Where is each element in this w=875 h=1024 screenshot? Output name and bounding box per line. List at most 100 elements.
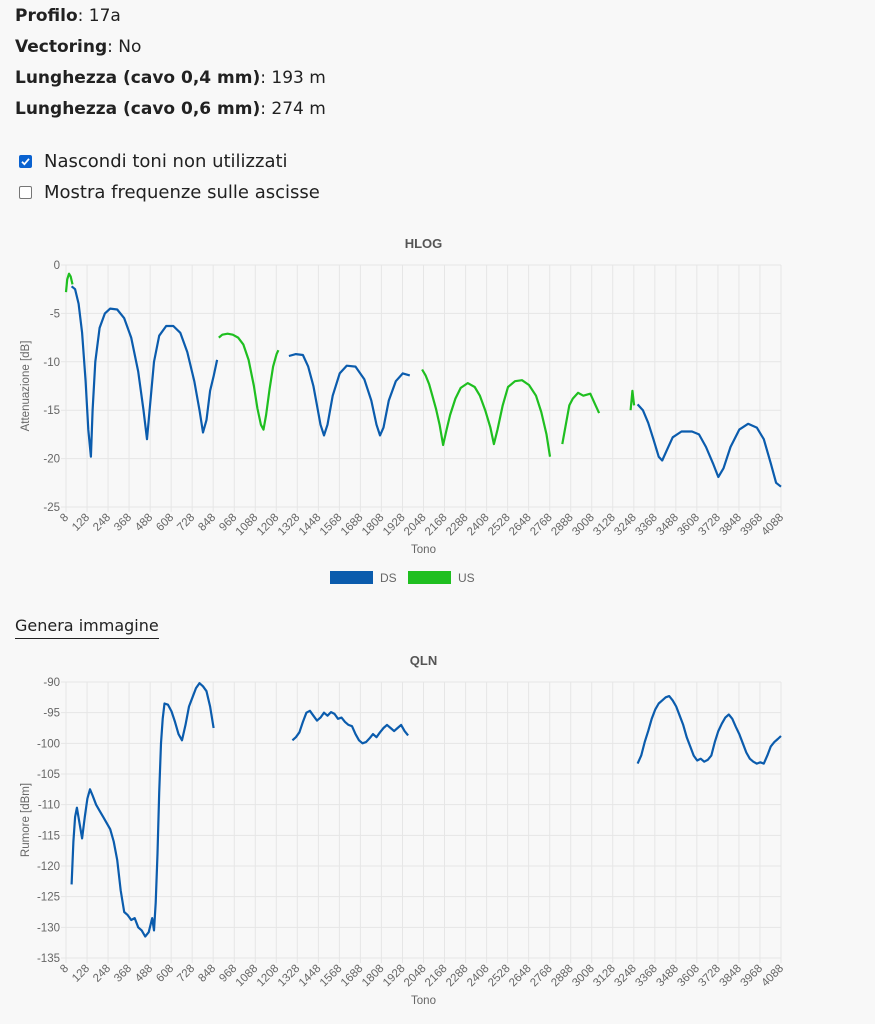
y-tick-label: -125: [37, 892, 60, 904]
x-tick-label: 1448: [297, 963, 324, 990]
x-tick-label: 2648: [507, 512, 534, 539]
legend-swatch-ds: [330, 571, 373, 584]
x-tick-label: 488: [133, 512, 155, 534]
series-line-ds: [70, 285, 219, 458]
x-tick-label: 3608: [675, 963, 702, 990]
legend-label-us: US: [458, 571, 475, 585]
x-tick-label: 488: [133, 963, 155, 985]
show-frequencies-checkbox[interactable]: [19, 186, 32, 199]
x-tick-label: 2528: [486, 963, 513, 990]
x-tick-label: 248: [91, 963, 113, 985]
x-tick-label: 2168: [423, 963, 450, 990]
y-tick-label: -25: [43, 502, 60, 514]
y-tick-label: -95: [43, 708, 60, 720]
show-frequencies-label: Mostra frequenze sulle ascisse: [44, 182, 320, 203]
x-tick-label: 4088: [760, 963, 787, 990]
x-tick-label: 3128: [591, 963, 618, 990]
x-tick-label: 3608: [675, 512, 702, 539]
x-tick-label: 8: [58, 963, 71, 976]
x-tick-label: 1688: [339, 512, 366, 539]
length-04-value: : 193 m: [260, 68, 326, 88]
y-tick-label: -5: [50, 308, 60, 320]
x-tick-label: 3368: [633, 512, 660, 539]
length-06-value: : 274 m: [260, 99, 326, 119]
series-line-ds: [636, 403, 782, 488]
x-tick-label: 2048: [402, 963, 429, 990]
x-tick-label: 3488: [654, 512, 681, 539]
y-tick-label: -10: [43, 357, 60, 369]
hide-unused-tones-label: Nascondi toni non utilizzati: [44, 151, 288, 172]
generate-image-button[interactable]: Genera immagine: [15, 616, 159, 639]
series-line-us: [64, 272, 74, 293]
x-tick-label: 3848: [717, 963, 744, 990]
x-tick-label: 2288: [444, 963, 471, 990]
x-tick-label: 3728: [696, 512, 723, 539]
show-frequencies-option[interactable]: Mostra frequenze sulle ascisse: [19, 177, 320, 208]
x-axis-label: Tono: [411, 544, 436, 556]
x-tick-label: 1568: [318, 512, 345, 539]
x-tick-label: 1928: [381, 512, 408, 539]
x-tick-label: 728: [175, 963, 197, 985]
x-tick-label: 2408: [465, 512, 492, 539]
x-tick-label: 3968: [739, 512, 766, 539]
profile-label: Profilo: [15, 6, 78, 26]
y-tick-label: -120: [37, 861, 60, 873]
x-tick-label: 1568: [318, 963, 345, 990]
x-tick-label: 8: [58, 512, 71, 525]
length-06-label: Lunghezza (cavo 0,6 mm): [15, 99, 261, 119]
x-tick-label: 2888: [549, 512, 576, 539]
y-tick-label: -130: [37, 922, 60, 934]
x-tick-label: 1208: [255, 963, 282, 990]
x-tick-label: 1328: [276, 963, 303, 990]
x-tick-label: 848: [196, 963, 218, 985]
x-axis-label: Tono: [411, 995, 436, 1007]
hide-unused-tones-option[interactable]: Nascondi toni non utilizzati: [19, 146, 320, 177]
y-tick-label: -100: [37, 738, 60, 750]
x-tick-label: 608: [154, 512, 176, 534]
x-tick-label: 368: [112, 963, 134, 985]
hlog-chart: HLOG 0 -5 -10 -15 -20 -25812824836848860872884…: [20, 236, 787, 585]
profile-row: Profilo: 17a: [15, 1, 326, 32]
series-line-us: [218, 332, 280, 431]
x-tick-label: 1208: [255, 512, 282, 539]
x-tick-label: 2528: [486, 512, 513, 539]
x-tick-label: 2048: [402, 512, 429, 539]
y-axis-label: Attenuazione [dB]: [20, 341, 32, 432]
qln-chart: QLN -90 -95 -100 -105 -110 -115 -120 -125 -130 -13…: [20, 653, 787, 1007]
series-line-us: [421, 368, 552, 457]
legend-swatch-us: [408, 571, 451, 584]
x-tick-label: 848: [196, 512, 218, 534]
x-tick-label: 4088: [760, 512, 787, 539]
y-tick-label: -135: [37, 953, 60, 965]
x-tick-label: 2288: [444, 512, 471, 539]
x-tick-label: 1688: [339, 963, 366, 990]
x-tick-label: 1808: [360, 963, 387, 990]
y-tick-label: -90: [43, 677, 60, 689]
y-axis-label: Rumore [dBm]: [20, 783, 32, 857]
hide-unused-tones-checkbox[interactable]: [19, 155, 32, 168]
y-tick-label: -105: [37, 769, 60, 781]
series-line-ds: [291, 709, 409, 745]
x-tick-label: 728: [175, 512, 197, 534]
length-04-label: Lunghezza (cavo 0,4 mm): [15, 68, 261, 88]
x-tick-label: 2168: [423, 512, 450, 539]
x-tick-label: 128: [70, 963, 92, 985]
vectoring-value: : No: [107, 37, 142, 57]
series-line-ds: [70, 682, 215, 938]
y-tick-label: -15: [43, 405, 60, 417]
x-tick-label: 1088: [234, 963, 261, 990]
vectoring-label: Vectoring: [15, 37, 108, 57]
x-tick-label: 2648: [507, 963, 534, 990]
chart-title: QLN: [410, 653, 437, 668]
checkmark-icon: [21, 158, 30, 166]
y-tick-label: -110: [38, 800, 60, 812]
x-tick-label: 1088: [234, 512, 261, 539]
legend-label-ds: DS: [380, 571, 397, 585]
series-line-us: [629, 389, 636, 411]
x-tick-label: 3488: [654, 963, 681, 990]
y-tick-label: -115: [38, 830, 60, 842]
line-info: Profilo: 17a Vectoring: No Lunghezza (ca…: [15, 1, 326, 125]
x-tick-label: 1808: [360, 512, 387, 539]
chart-title: HLOG: [405, 236, 443, 251]
x-tick-label: 3968: [739, 963, 766, 990]
